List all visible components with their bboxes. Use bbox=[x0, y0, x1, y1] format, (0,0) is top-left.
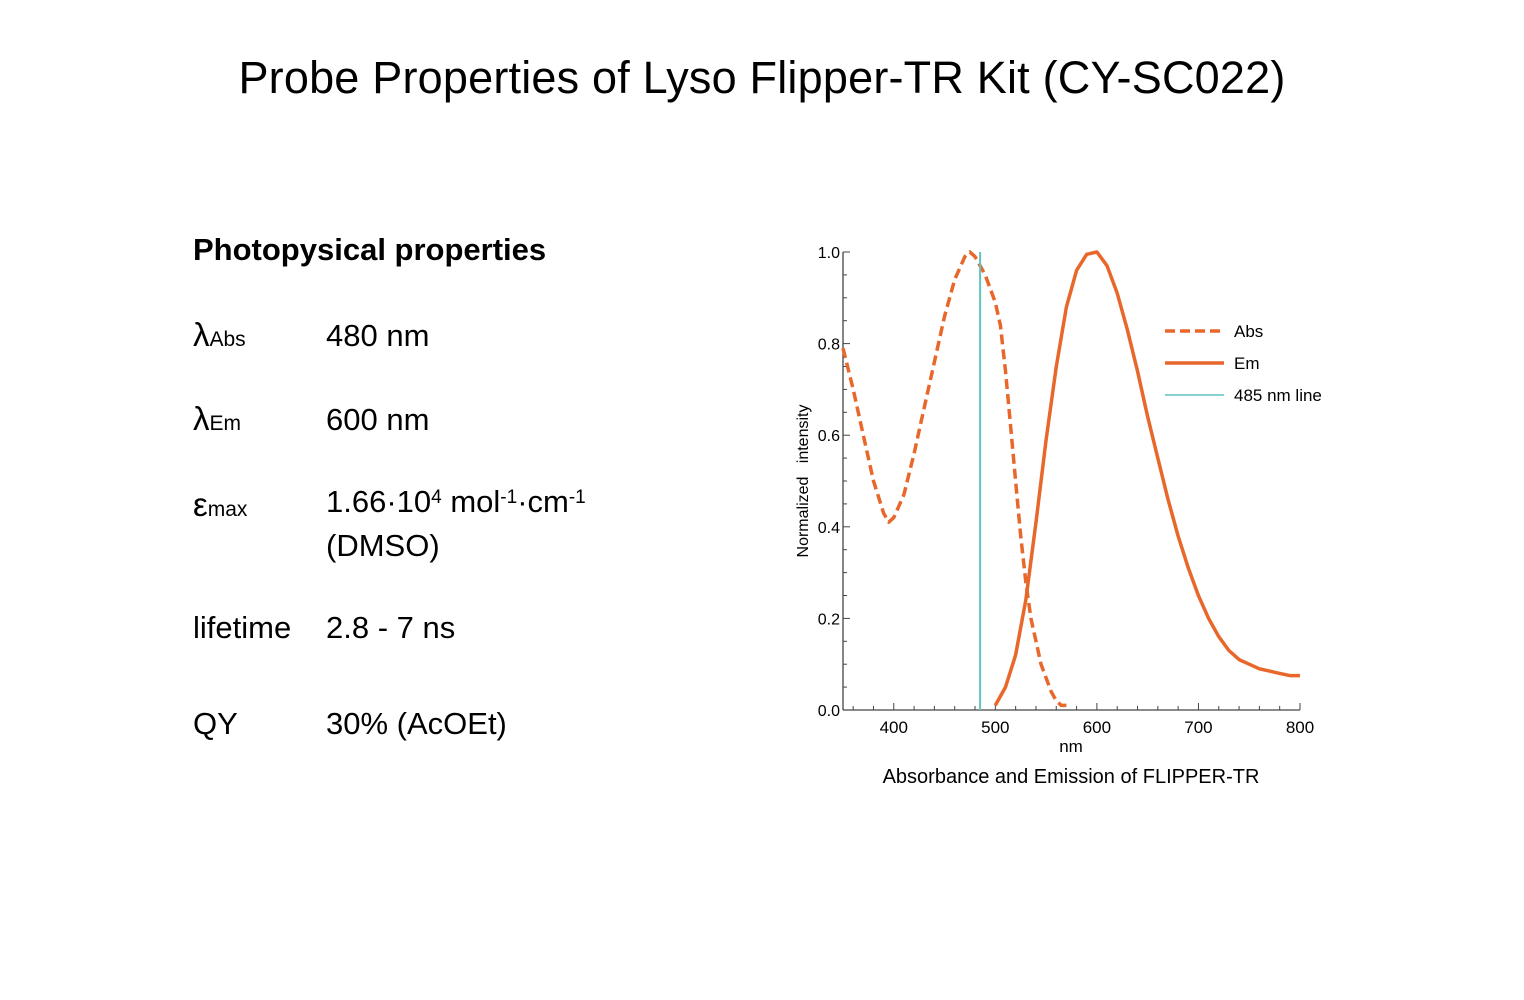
legend-485nm-label: 485 nm line bbox=[1234, 386, 1322, 405]
y-tick-label: 0.4 bbox=[818, 520, 840, 537]
lambda-abs-label: λAbs bbox=[193, 316, 246, 354]
page-title: Probe Properties of Lyso Flipper-TR Kit … bbox=[238, 52, 1286, 103]
y-tick-label: 1.0 bbox=[818, 245, 840, 262]
value-exponent: -1 bbox=[568, 487, 586, 508]
y-axis-label: Normalized intensity bbox=[795, 405, 812, 558]
epsilon-max-value: 1.66·104 mol-1·cm-1 (DMSO) bbox=[326, 480, 586, 568]
chart-axes: 400 500 600 700 800 0.0 0.2 0.4 0.6 0.8 1.0 bbox=[818, 245, 1314, 737]
chart-legend: Abs Em 485 nm line bbox=[1165, 322, 1322, 405]
y-tick-label: 0.0 bbox=[818, 703, 840, 720]
em-curve bbox=[993, 250, 1300, 707]
lifetime-label: lifetime bbox=[193, 610, 292, 645]
lambda-symbol: λ bbox=[193, 316, 210, 353]
value-part: ·cm bbox=[517, 484, 569, 519]
qy-value: 30% (AcOEt) bbox=[326, 706, 507, 741]
qy-label: QY bbox=[193, 706, 238, 741]
epsilon-symbol: ε bbox=[193, 486, 208, 523]
legend-abs-label: Abs bbox=[1234, 322, 1263, 341]
chart-title: Absorbance and Emission of FLIPPER-TR bbox=[883, 766, 1260, 788]
epsilon-max-label: εmax bbox=[193, 486, 247, 524]
x-axis-label: nm bbox=[1059, 737, 1083, 756]
solvent-note: (DMSO) bbox=[326, 528, 440, 563]
value-part: mol bbox=[441, 484, 501, 519]
x-tick-label: 500 bbox=[981, 718, 1009, 737]
max-subscript: max bbox=[207, 498, 248, 521]
value-exponent: -1 bbox=[500, 487, 518, 508]
x-tick-label: 400 bbox=[880, 718, 908, 737]
y-tick-label: 0.6 bbox=[818, 428, 840, 445]
value-exponent: 4 bbox=[431, 487, 442, 508]
lambda-em-label: λEm bbox=[193, 400, 241, 438]
lifetime-value: 2.8 - 7 ns bbox=[326, 610, 456, 645]
lambda-abs-value: 480 nm bbox=[326, 318, 430, 353]
lambda-symbol: λ bbox=[193, 400, 210, 437]
abs-subscript: Abs bbox=[209, 328, 246, 351]
abs-curve bbox=[841, 250, 1067, 708]
lambda-em-value: 600 nm bbox=[326, 402, 430, 437]
x-tick-label: 700 bbox=[1184, 718, 1212, 737]
y-tick-label: 0.8 bbox=[818, 337, 840, 354]
x-tick-label: 600 bbox=[1083, 718, 1111, 737]
legend-em-label: Em bbox=[1234, 354, 1260, 373]
y-tick-label: 0.2 bbox=[818, 611, 840, 628]
em-subscript: Em bbox=[209, 412, 242, 435]
x-tick-label: 800 bbox=[1286, 718, 1314, 737]
properties-heading: Photopysical properties bbox=[193, 232, 547, 267]
value-part: 1.66·10 bbox=[326, 484, 432, 519]
chart-plot-area bbox=[841, 250, 1300, 710]
